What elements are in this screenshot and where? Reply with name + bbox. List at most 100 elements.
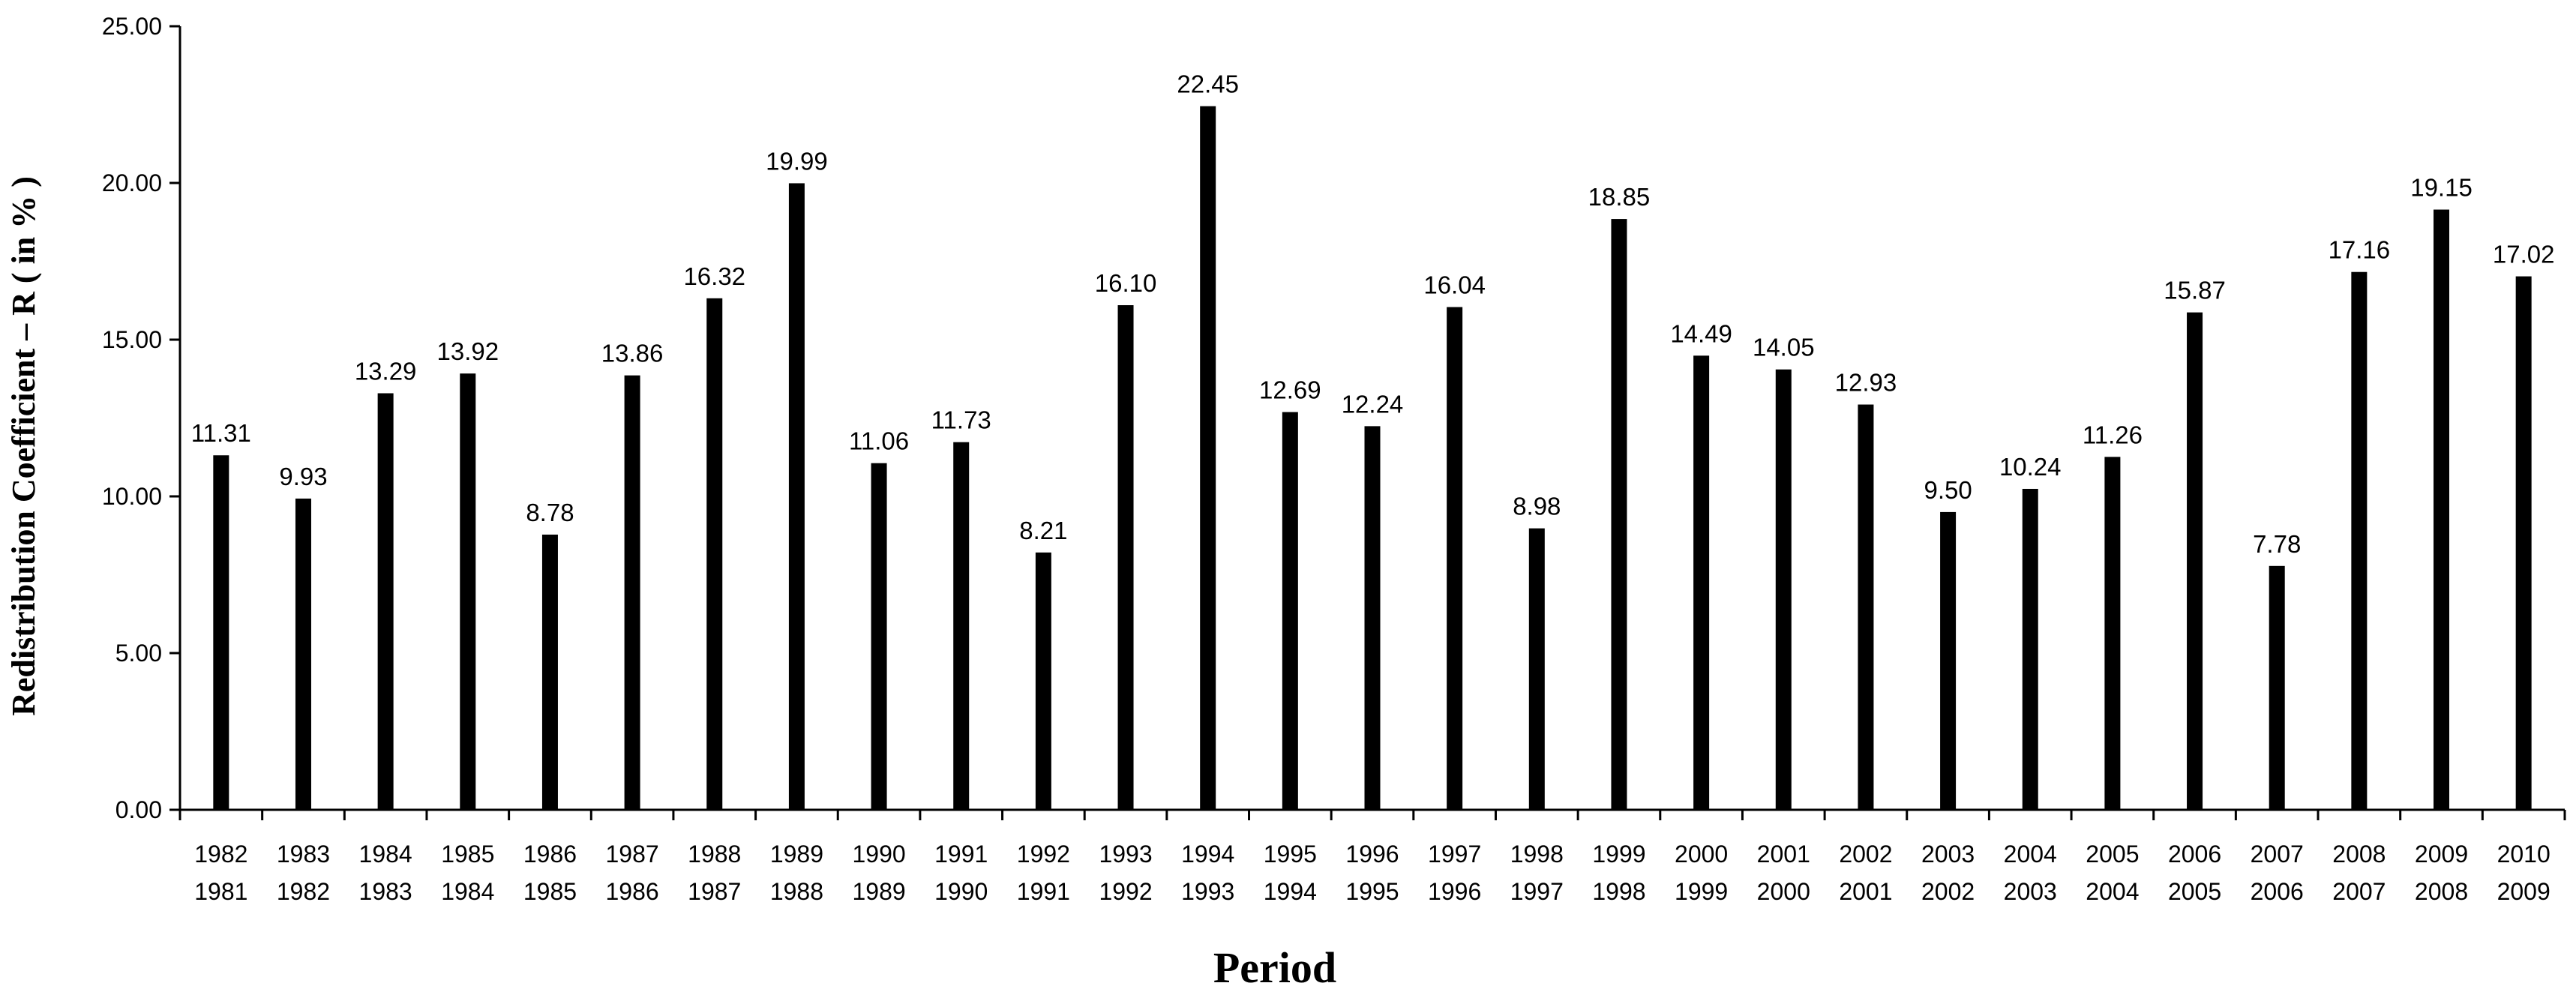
bar: [871, 463, 887, 810]
x-tick-label-upper: 1993: [1099, 841, 1152, 868]
x-tick-label-upper: 1987: [606, 841, 659, 868]
x-tick-label-upper: 1983: [277, 841, 330, 868]
x-tick-label-upper: 1995: [1264, 841, 1317, 868]
x-tick-label-lower: 2001: [1839, 878, 1892, 905]
x-tick-label-lower: 1997: [1510, 878, 1564, 905]
data-label: 19.15: [2410, 174, 2473, 202]
x-tick-label-lower: 2003: [2004, 878, 2057, 905]
y-tick-label: 0.00: [115, 796, 162, 823]
data-label: 10.24: [1999, 453, 2062, 481]
x-tick-label-upper: 2009: [2415, 841, 2468, 868]
x-tick-label-upper: 1984: [359, 841, 412, 868]
data-label: 9.50: [1924, 476, 1972, 504]
x-tick-label-lower: 1988: [770, 878, 823, 905]
bar: [1528, 528, 1545, 810]
x-tick-label-upper: 1985: [441, 841, 494, 868]
bar: [2022, 488, 2038, 810]
y-tick-label: 10.00: [102, 483, 162, 510]
x-tick-label-lower: 1991: [1017, 878, 1070, 905]
x-tick-label-upper: 2003: [1921, 841, 1975, 868]
data-label: 16.10: [1095, 269, 1157, 297]
bar: [788, 183, 805, 811]
x-tick-label-upper: 2005: [2086, 841, 2139, 868]
x-tick-label-lower: 1993: [1181, 878, 1234, 905]
value-labels-group: 11.31 9.93 13.29 13.92 8.78 13.86 16.32 19.99 11…: [191, 70, 2555, 558]
x-tick-label-upper: 1996: [1345, 841, 1399, 868]
data-label: 15.87: [2164, 277, 2226, 304]
bar: [1775, 369, 1792, 811]
x-tick-label-upper: 1986: [523, 841, 577, 868]
bar: [2515, 276, 2532, 811]
bar: [1940, 511, 1957, 810]
x-tick-label-lower: 1996: [1428, 878, 1481, 905]
x-axis: 1982 1981 1983 1982 1984 1983 1985 1984 1986 1985…: [178, 808, 2566, 905]
x-tick-label-lower: 2008: [2415, 878, 2468, 905]
bar: [541, 534, 558, 810]
x-tick-label-upper: 1988: [688, 841, 741, 868]
data-label: 7.78: [2253, 530, 2301, 558]
bar: [1611, 219, 1627, 810]
x-tick-label-upper: 2007: [2251, 841, 2304, 868]
data-label: 8.21: [1019, 517, 1067, 544]
bars-group: [213, 106, 2532, 811]
bar: [460, 373, 476, 810]
data-label: 19.99: [766, 147, 828, 175]
y-tick-label: 25.00: [102, 13, 162, 40]
x-tick-label-lower: 1983: [359, 878, 412, 905]
x-tick-label-upper: 2010: [2497, 841, 2551, 868]
data-label: 13.92: [436, 337, 499, 365]
x-tick-label-lower: 1989: [852, 878, 905, 905]
bar: [295, 498, 311, 810]
x-tick-label-upper: 1989: [770, 841, 823, 868]
x-tick-label-lower: 1982: [277, 878, 330, 905]
x-tick-label-lower: 2006: [2251, 878, 2304, 905]
x-tick-label-upper: 1982: [194, 841, 247, 868]
x-tick-label-lower: 2002: [1921, 878, 1975, 905]
x-tick-label-upper: 2008: [2332, 841, 2386, 868]
y-tick-label: 5.00: [115, 640, 162, 667]
x-tick-label-upper: 1994: [1181, 841, 1234, 868]
bar: [2187, 312, 2203, 810]
x-tick-label-lower: 1986: [606, 878, 659, 905]
x-tick-label-upper: 1997: [1428, 841, 1481, 868]
data-label: 12.69: [1259, 376, 1321, 404]
data-label: 12.24: [1342, 390, 1404, 418]
x-tick-label-lower: 1992: [1099, 878, 1152, 905]
data-label: 22.45: [1177, 70, 1239, 98]
data-label: 17.16: [2329, 236, 2391, 264]
bar: [1364, 426, 1381, 810]
data-label: 11.06: [849, 427, 909, 455]
x-tick-label-lower: 2007: [2332, 878, 2386, 905]
data-label: 18.85: [1588, 183, 1651, 211]
y-tick-label: 20.00: [102, 169, 162, 196]
x-tick-label-lower: 2005: [2168, 878, 2221, 905]
y-axis-title: Redistribution Coefficient – R ( in % ): [5, 176, 42, 716]
bar: [1693, 355, 1710, 810]
x-tick-label-upper: 2004: [2004, 841, 2057, 868]
x-tick-label-lower: 1999: [1675, 878, 1728, 905]
x-tick-label-lower: 1990: [934, 878, 988, 905]
bar: [1282, 412, 1298, 810]
bar: [377, 393, 394, 810]
data-label: 13.86: [601, 340, 664, 367]
data-label: 9.93: [279, 463, 327, 490]
bar: [2351, 271, 2368, 810]
bar: [1200, 106, 1216, 811]
data-label: 12.93: [1835, 369, 1897, 397]
data-label: 13.29: [355, 357, 417, 385]
bar: [1447, 307, 1463, 810]
x-tick-label-lower: 1981: [194, 878, 247, 905]
data-label: 8.78: [526, 499, 574, 526]
bar: [2104, 457, 2121, 810]
x-tick-label-lower: 2009: [2497, 878, 2551, 905]
data-label: 17.02: [2493, 241, 2555, 268]
x-tick-label-upper: 1991: [934, 841, 988, 868]
bar: [1117, 305, 1134, 810]
x-tick-label-lower: 2000: [1757, 878, 1810, 905]
data-label: 11.26: [2083, 421, 2143, 448]
bar: [213, 455, 229, 810]
x-tick-label-upper: 1990: [852, 841, 905, 868]
bar: [1858, 404, 1874, 810]
data-label: 8.98: [1513, 493, 1561, 520]
x-tick-label-upper: 1998: [1510, 841, 1564, 868]
